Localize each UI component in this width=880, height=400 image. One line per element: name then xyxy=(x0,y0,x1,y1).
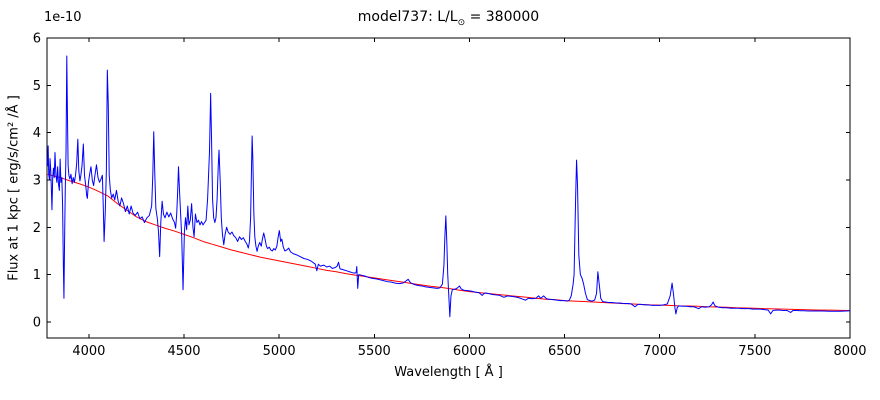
y-tick-label: 5 xyxy=(33,79,41,94)
sun-symbol: ⊙ xyxy=(457,17,466,28)
x-tick-label: 7500 xyxy=(738,344,771,359)
x-tick-label: 8000 xyxy=(833,344,866,359)
x-axis-label: Wavelength [ Å ] xyxy=(394,365,503,380)
observed-spectrum-line xyxy=(47,55,850,318)
y-tick-label: 2 xyxy=(33,221,41,236)
x-tick-label: 4500 xyxy=(167,344,200,359)
y-tick-label: 0 xyxy=(33,315,41,330)
y-axis-offset-label: 1e-10 xyxy=(44,10,82,25)
y-tick-label: 4 xyxy=(33,126,41,141)
x-tick-label: 5000 xyxy=(263,344,296,359)
x-tick-label: 6000 xyxy=(453,344,486,359)
y-tick-label: 3 xyxy=(33,173,41,188)
y-tick-label: 6 xyxy=(33,32,41,47)
x-tick-label: 7000 xyxy=(643,344,676,359)
y-axis-label: Flux at 1 kpc [ erg/s/cm² /Å ] xyxy=(6,95,22,281)
plot-title: model737: L/L⊙ = 380000 xyxy=(47,9,850,28)
y-tick-label: 1 xyxy=(33,268,41,283)
title-prefix: model737: L/L xyxy=(357,9,458,25)
title-suffix: = 380000 xyxy=(465,9,540,25)
x-tick-label: 5500 xyxy=(358,344,391,359)
x-tick-label: 6500 xyxy=(548,344,581,359)
x-tick-label: 4000 xyxy=(72,344,105,359)
